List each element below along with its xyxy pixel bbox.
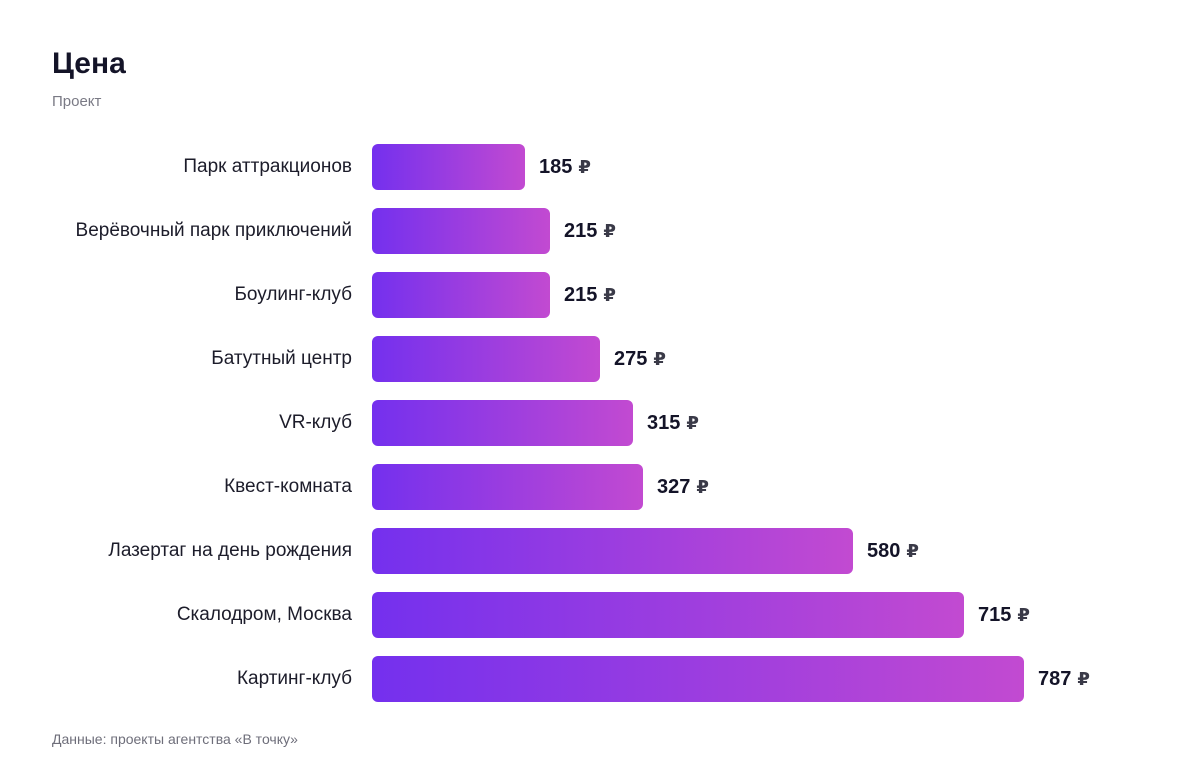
- bar-row: Картинг-клуб 787 ₽: [0, 656, 1200, 702]
- value-number: 715: [978, 604, 1012, 626]
- value-label: 715 ₽: [978, 592, 1030, 638]
- currency-unit: ₽: [603, 285, 616, 305]
- value-label: 215 ₽: [564, 208, 616, 254]
- value-number: 215: [564, 220, 598, 242]
- value-number: 185: [539, 156, 573, 178]
- category-label: Квест-комната: [224, 476, 352, 497]
- category-label: Картинг-клуб: [236, 668, 352, 689]
- value-label: 275 ₽: [614, 336, 666, 382]
- bar: [372, 656, 1024, 702]
- bar: [372, 272, 550, 318]
- bar: [372, 336, 600, 382]
- value-number: 787: [1038, 668, 1072, 690]
- bar-row: VR-клуб 315 ₽: [0, 400, 1200, 446]
- value-label: 315 ₽: [647, 400, 699, 446]
- currency-unit: ₽: [906, 541, 919, 561]
- bar: [372, 528, 853, 574]
- value-label: 215 ₽: [564, 272, 616, 318]
- currency-unit: ₽: [696, 477, 709, 497]
- bar: [372, 592, 964, 638]
- value-number: 580: [867, 540, 901, 562]
- value-number: 215: [564, 284, 598, 306]
- bar-row: Боулинг-клуб 215 ₽: [0, 272, 1200, 318]
- category-label: Боулинг-клуб: [234, 284, 352, 305]
- value-label: 787 ₽: [1038, 656, 1090, 702]
- bar-row: Лазертаг на день рождения 580 ₽: [0, 528, 1200, 574]
- value-label: 327 ₽: [657, 464, 709, 510]
- currency-unit: ₽: [1077, 669, 1090, 689]
- currency-unit: ₽: [578, 157, 591, 177]
- bar: [372, 144, 525, 190]
- value-number: 327: [657, 476, 691, 498]
- category-label: Лазертаг на день рождения: [108, 540, 352, 561]
- category-label: Парк аттракционов: [183, 156, 352, 177]
- category-label: VR-клуб: [279, 412, 352, 433]
- value-number: 275: [614, 348, 648, 370]
- value-number: 315: [647, 412, 681, 434]
- currency-unit: ₽: [653, 349, 666, 369]
- currency-unit: ₽: [1017, 605, 1030, 625]
- category-label: Верёвочный парк приключений: [75, 220, 352, 241]
- bar-row: Верёвочный парк приключений 215 ₽: [0, 208, 1200, 254]
- category-label: Скалодром, Москва: [176, 604, 352, 625]
- data-source-note: Данные: проекты агентства «В точку»: [52, 731, 298, 747]
- bar-row: Квест-комната 327 ₽: [0, 464, 1200, 510]
- value-label: 580 ₽: [867, 528, 919, 574]
- bar: [372, 208, 550, 254]
- chart-subtitle: Проект: [52, 93, 102, 110]
- bar-row: Скалодром, Москва 715 ₽: [0, 592, 1200, 638]
- currency-unit: ₽: [686, 413, 699, 433]
- category-label: Батутный центр: [211, 348, 352, 369]
- chart-title: Цена: [52, 47, 126, 80]
- bar-row: Парк аттракционов 185 ₽: [0, 144, 1200, 190]
- currency-unit: ₽: [603, 221, 616, 241]
- bar-row: Батутный центр 275 ₽: [0, 336, 1200, 382]
- bar: [372, 464, 643, 510]
- value-label: 185 ₽: [539, 144, 591, 190]
- bar: [372, 400, 633, 446]
